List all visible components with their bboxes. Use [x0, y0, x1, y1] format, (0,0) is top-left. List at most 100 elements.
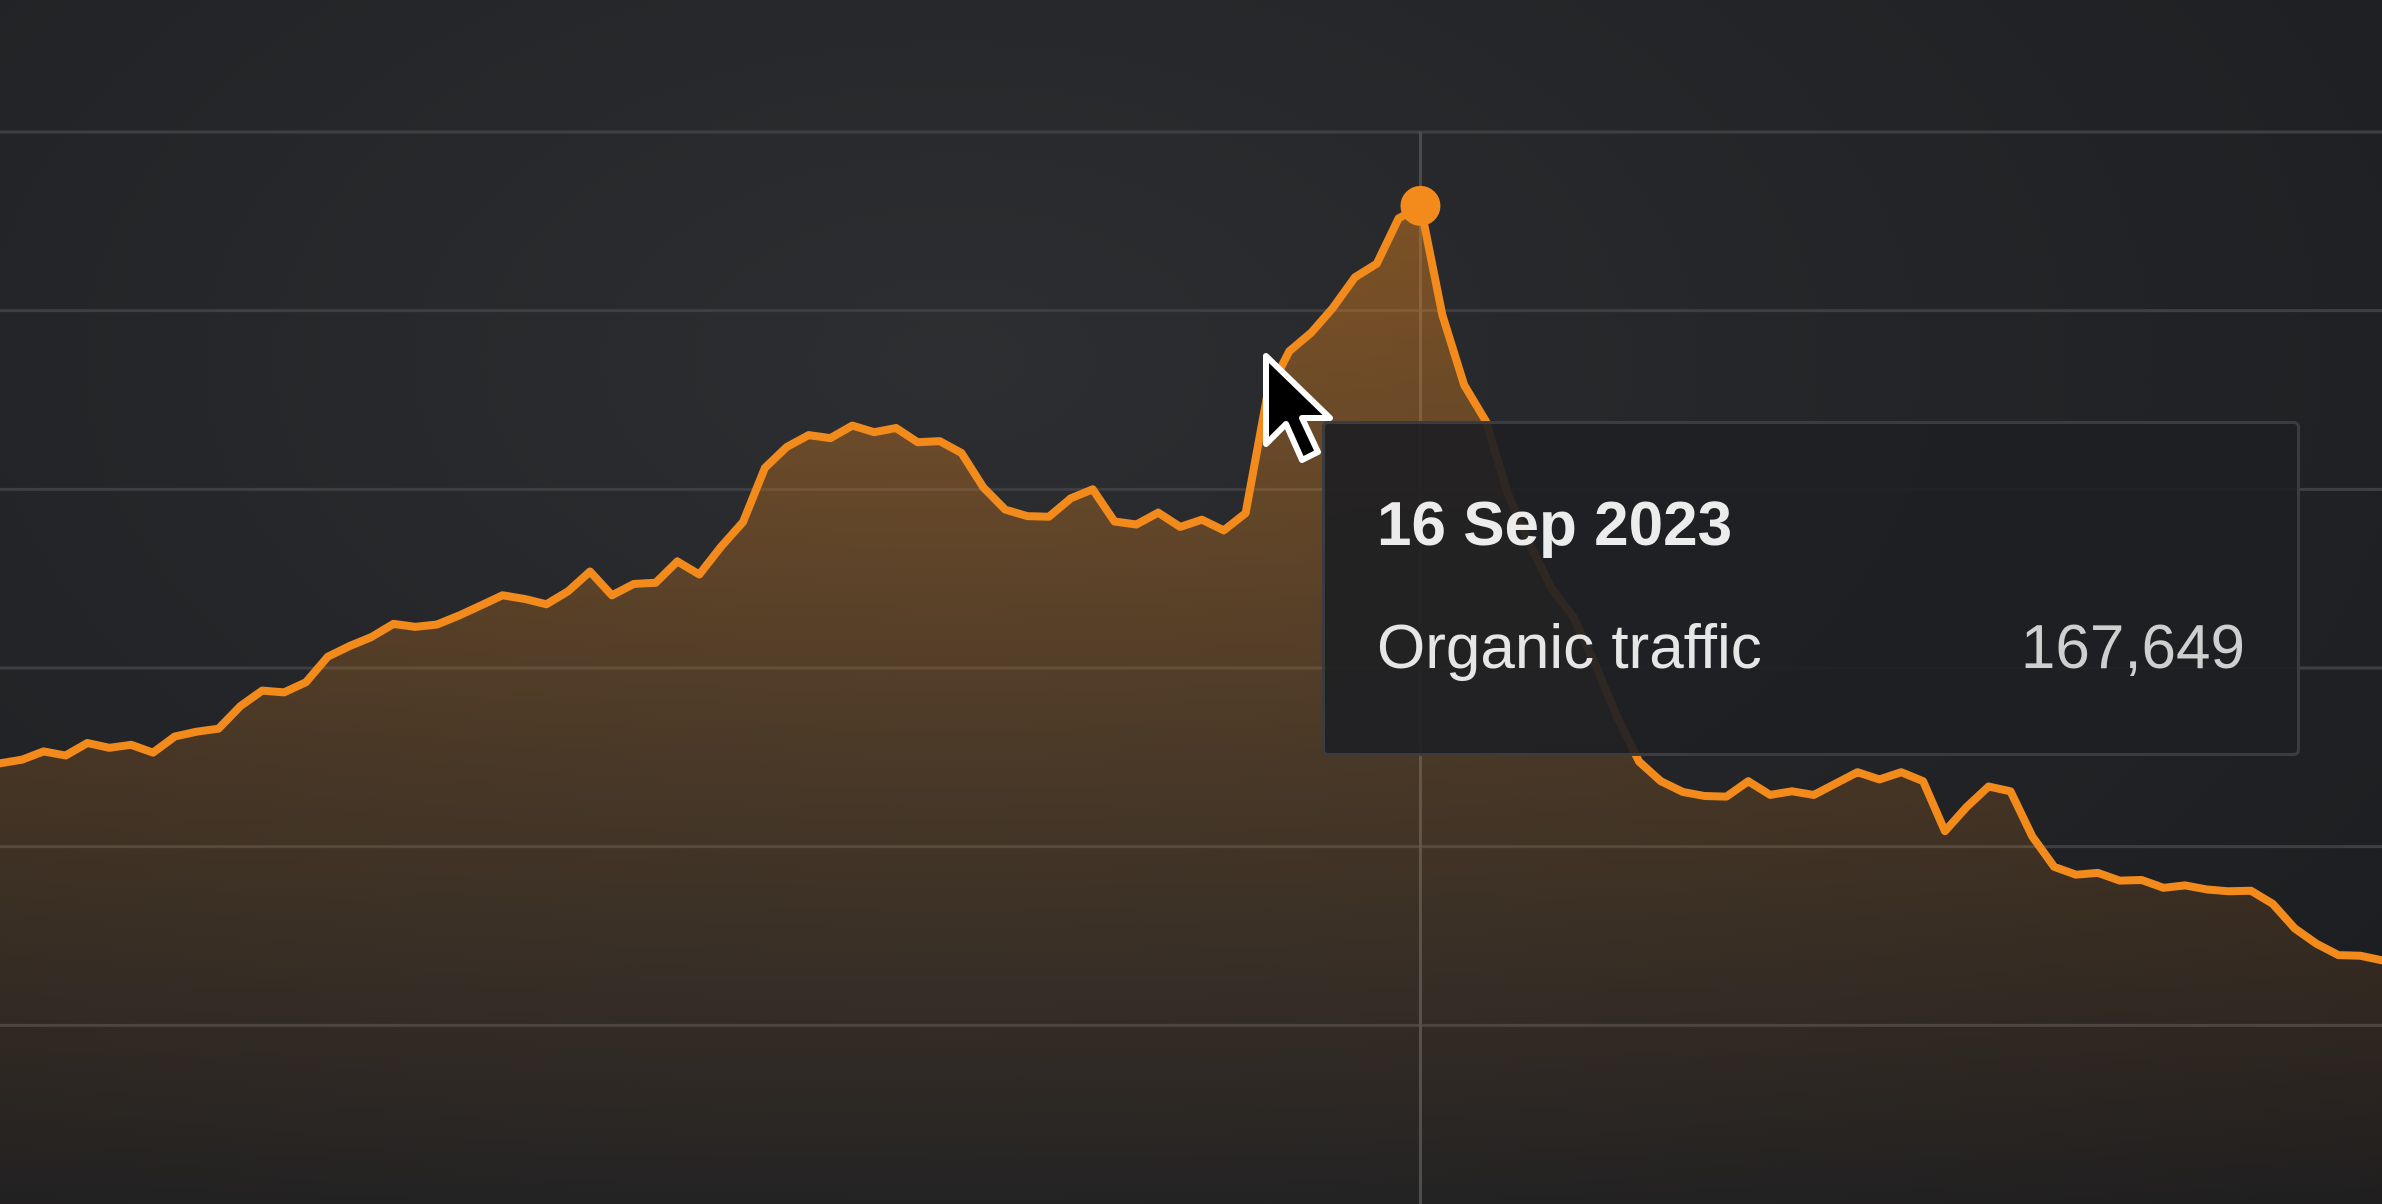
data-point-24[interactable]	[518, 593, 530, 605]
data-point-92[interactable]	[2004, 785, 2016, 797]
data-point-78[interactable]	[1699, 790, 1711, 802]
data-point-76[interactable]	[1655, 775, 1667, 787]
data-point-94[interactable]	[2048, 861, 2060, 873]
data-point-55[interactable]	[1196, 514, 1208, 526]
data-point-31[interactable]	[671, 555, 683, 567]
data-point-52[interactable]	[1130, 518, 1142, 530]
data-point-90[interactable]	[1961, 801, 1973, 813]
data-point-93[interactable]	[2026, 831, 2038, 843]
data-point-43[interactable]	[934, 435, 946, 447]
data-point-35[interactable]	[759, 462, 771, 474]
data-point-15[interactable]	[322, 651, 334, 663]
data-point-91[interactable]	[1983, 781, 1995, 793]
data-point-9[interactable]	[191, 726, 203, 738]
data-point-13[interactable]	[278, 686, 290, 698]
data-point-7[interactable]	[147, 747, 159, 759]
data-point-49[interactable]	[1065, 492, 1077, 504]
tooltip-series-label: Organic traffic	[1377, 613, 1762, 682]
data-point-62[interactable]	[1349, 271, 1361, 283]
data-point-37[interactable]	[803, 429, 815, 441]
data-point-89[interactable]	[1939, 825, 1951, 837]
data-point-16[interactable]	[344, 640, 356, 652]
data-point-1[interactable]	[16, 754, 28, 766]
data-point-75[interactable]	[1633, 756, 1645, 768]
data-point-10[interactable]	[213, 723, 225, 735]
data-point-5[interactable]	[103, 742, 115, 754]
data-point-11[interactable]	[234, 700, 246, 712]
data-point-47[interactable]	[1021, 510, 1033, 522]
data-point-97[interactable]	[2114, 875, 2126, 887]
data-point-8[interactable]	[169, 730, 181, 742]
data-point-87[interactable]	[1895, 766, 1907, 778]
data-point-101[interactable]	[2201, 884, 2213, 896]
data-point-6[interactable]	[125, 739, 137, 751]
data-point-84[interactable]	[1830, 778, 1842, 790]
data-point-95[interactable]	[2070, 869, 2082, 881]
data-point-30[interactable]	[650, 577, 662, 589]
data-point-56[interactable]	[1218, 524, 1230, 536]
data-point-26[interactable]	[562, 585, 574, 597]
data-point-98[interactable]	[2136, 874, 2148, 886]
data-point-19[interactable]	[409, 621, 421, 633]
data-point-32[interactable]	[693, 568, 705, 580]
data-point-2[interactable]	[38, 745, 50, 757]
data-point-39[interactable]	[846, 420, 858, 432]
data-point-106[interactable]	[2310, 938, 2322, 950]
data-point-57[interactable]	[1240, 507, 1252, 519]
data-point-40[interactable]	[868, 426, 880, 438]
data-point-86[interactable]	[1873, 773, 1885, 785]
data-point-50[interactable]	[1087, 483, 1099, 495]
data-point-18[interactable]	[387, 618, 399, 630]
data-point-99[interactable]	[2157, 882, 2169, 894]
data-point-20[interactable]	[431, 619, 443, 631]
data-point-107[interactable]	[2332, 949, 2344, 961]
data-point-12[interactable]	[256, 685, 268, 697]
data-point-63[interactable]	[1371, 258, 1383, 270]
data-point-27[interactable]	[584, 566, 596, 578]
data-point-23[interactable]	[497, 589, 509, 601]
data-point-33[interactable]	[715, 541, 727, 553]
data-point-34[interactable]	[737, 516, 749, 528]
data-point-100[interactable]	[2179, 879, 2191, 891]
data-point-4[interactable]	[81, 737, 93, 749]
data-point-41[interactable]	[890, 422, 902, 434]
data-point-103[interactable]	[2245, 885, 2257, 897]
data-point-60[interactable]	[1305, 327, 1317, 339]
data-point-88[interactable]	[1917, 775, 1929, 787]
data-point-25[interactable]	[540, 598, 552, 610]
data-point-108[interactable]	[2354, 950, 2366, 962]
data-point-82[interactable]	[1786, 785, 1798, 797]
data-point-51[interactable]	[1109, 515, 1121, 527]
data-point-28[interactable]	[606, 589, 618, 601]
data-point-81[interactable]	[1764, 789, 1776, 801]
data-point-66[interactable]	[1436, 309, 1448, 321]
data-point-38[interactable]	[824, 432, 836, 444]
data-point-61[interactable]	[1327, 302, 1339, 314]
data-point-22[interactable]	[475, 599, 487, 611]
data-point-14[interactable]	[300, 676, 312, 688]
data-point-79[interactable]	[1720, 791, 1732, 803]
data-point-29[interactable]	[628, 578, 640, 590]
data-point-77[interactable]	[1677, 786, 1689, 798]
data-point-102[interactable]	[2223, 885, 2235, 897]
data-point-96[interactable]	[2092, 867, 2104, 879]
data-point-48[interactable]	[1043, 511, 1055, 523]
data-point-42[interactable]	[912, 436, 924, 448]
data-point-104[interactable]	[2267, 898, 2279, 910]
data-point-83[interactable]	[1808, 789, 1820, 801]
data-point-67[interactable]	[1458, 379, 1470, 391]
data-point-17[interactable]	[366, 631, 378, 643]
data-point-44[interactable]	[956, 447, 968, 459]
data-point-80[interactable]	[1742, 775, 1754, 787]
data-point-3[interactable]	[60, 750, 72, 762]
data-point-36[interactable]	[781, 441, 793, 453]
data-point-45[interactable]	[977, 482, 989, 494]
data-point-21[interactable]	[453, 610, 465, 622]
data-point-85[interactable]	[1852, 766, 1864, 778]
data-point-54[interactable]	[1174, 521, 1186, 533]
data-point-53[interactable]	[1152, 507, 1164, 519]
data-point-105[interactable]	[2289, 922, 2301, 934]
data-point-46[interactable]	[999, 504, 1011, 516]
